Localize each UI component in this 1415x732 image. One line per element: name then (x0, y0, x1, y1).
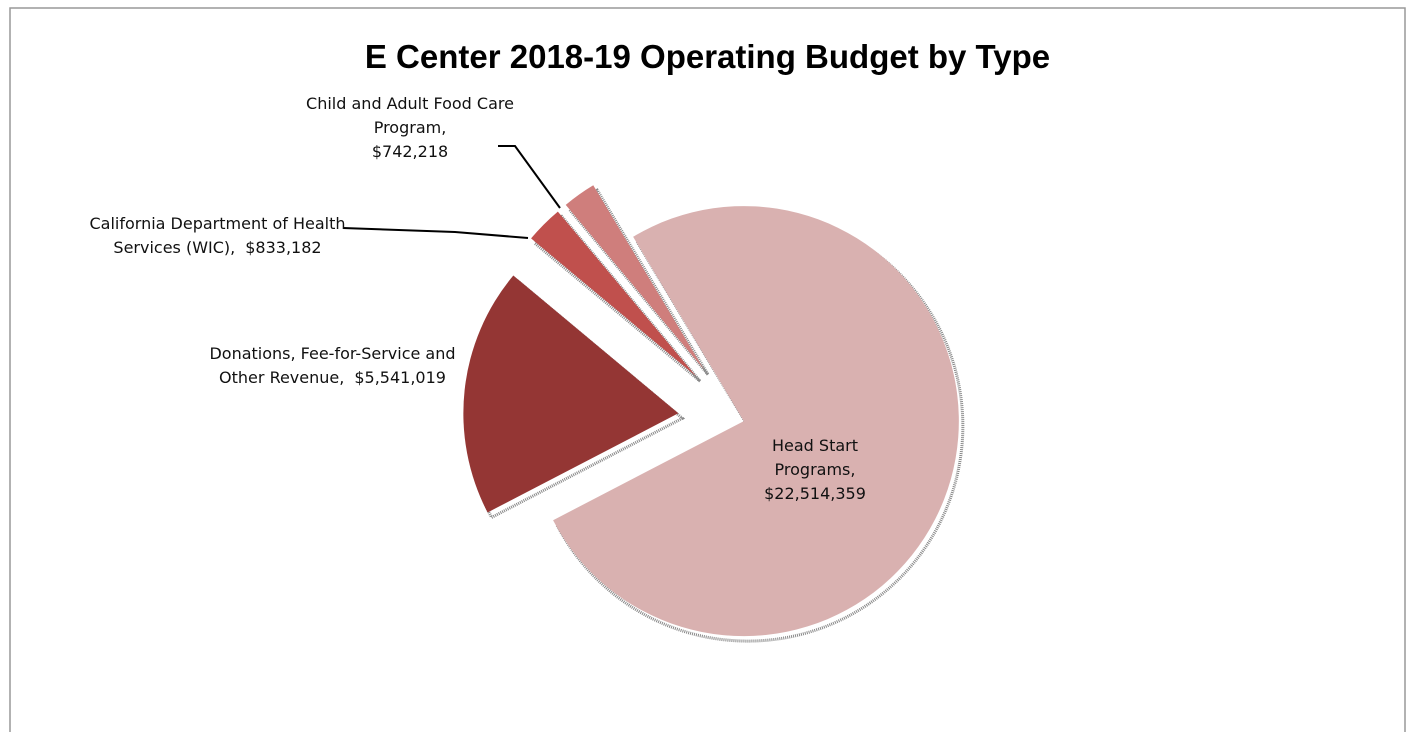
slice-shadow (555, 209, 965, 643)
slice-shadow (567, 188, 710, 376)
leader-line (498, 145, 561, 209)
data-label: Donations, Fee-for-Service and Other Rev… (205, 342, 460, 390)
data-label: California Department of Health Services… (85, 212, 350, 260)
data-label: Head Start Programs, $22,514,359 (740, 434, 890, 506)
value-label: $22,514,359 (764, 484, 866, 503)
slice (463, 275, 679, 513)
value-label: $833,182 (245, 238, 322, 257)
value-label: $5,541,019 (354, 368, 446, 387)
value-label: $742,218 (371, 142, 449, 161)
data-label: Child and Adult Food Care Program, $742,2… (300, 92, 520, 164)
chart-title: E Center 2018-19 Operating Budget by Typ… (364, 38, 1051, 75)
leader-line (342, 227, 529, 239)
slice (553, 206, 959, 637)
category-label: California Department of Health Services… (89, 214, 346, 257)
slice (531, 211, 697, 377)
slice (565, 185, 704, 370)
category-label: Child and Adult Food Care Program, (306, 94, 514, 137)
category-label: Head Start Programs, (771, 436, 858, 479)
category-label: Donations, Fee-for-Service and Other Rev… (209, 344, 456, 387)
